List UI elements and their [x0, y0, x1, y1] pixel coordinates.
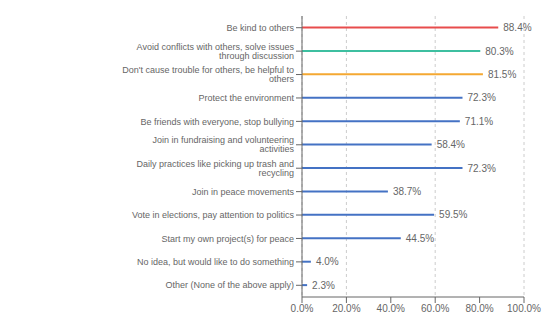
svg-text:Daily practices like picking u: Daily practices like picking up trash an…	[136, 159, 294, 178]
svg-text:100.0%: 100.0%	[507, 303, 541, 314]
svg-text:81.5%: 81.5%	[488, 69, 516, 80]
svg-text:20.0%: 20.0%	[332, 303, 360, 314]
svg-text:72.3%: 72.3%	[468, 92, 496, 103]
svg-text:80.0%: 80.0%	[465, 303, 493, 314]
svg-text:88.4%: 88.4%	[503, 22, 531, 33]
svg-text:Avoid conflicts with others, s: Avoid conflicts with others, solve issue…	[137, 42, 295, 61]
svg-text:No idea, but would like to do: No idea, but would like to do something	[137, 257, 294, 267]
svg-text:71.1%: 71.1%	[465, 116, 493, 127]
svg-text:Vote in elections, pay attenti: Vote in elections, pay attention to poli…	[132, 210, 295, 220]
svg-text:72.3%: 72.3%	[468, 163, 496, 174]
svg-text:58.4%: 58.4%	[437, 139, 465, 150]
svg-text:Join in fundraising and volunt: Join in fundraising and volunteeringacti…	[152, 135, 294, 154]
svg-text:Join in peace movements: Join in peace movements	[192, 187, 295, 197]
svg-text:40.0%: 40.0%	[377, 303, 405, 314]
svg-text:2.3%: 2.3%	[312, 280, 335, 291]
svg-text:80.3%: 80.3%	[485, 46, 513, 57]
svg-text:60.0%: 60.0%	[421, 303, 449, 314]
svg-text:4.0%: 4.0%	[316, 256, 339, 267]
svg-text:38.7%: 38.7%	[393, 186, 421, 197]
svg-text:Start my own project(s) for pe: Start my own project(s) for peace	[161, 234, 294, 244]
svg-text:Don't cause trouble for others: Don't cause trouble for others, be helpf…	[122, 65, 294, 84]
svg-text:0.0%: 0.0%	[291, 303, 314, 314]
svg-text:Protect the environment: Protect the environment	[198, 93, 294, 103]
svg-text:Be kind to others: Be kind to others	[226, 23, 294, 33]
svg-text:59.5%: 59.5%	[439, 209, 467, 220]
svg-text:44.5%: 44.5%	[406, 233, 434, 244]
svg-text:Other (None of the above apply: Other (None of the above apply)	[165, 280, 294, 290]
svg-text:Be friends with everyone, stop: Be friends with everyone, stop bullying	[140, 117, 294, 127]
